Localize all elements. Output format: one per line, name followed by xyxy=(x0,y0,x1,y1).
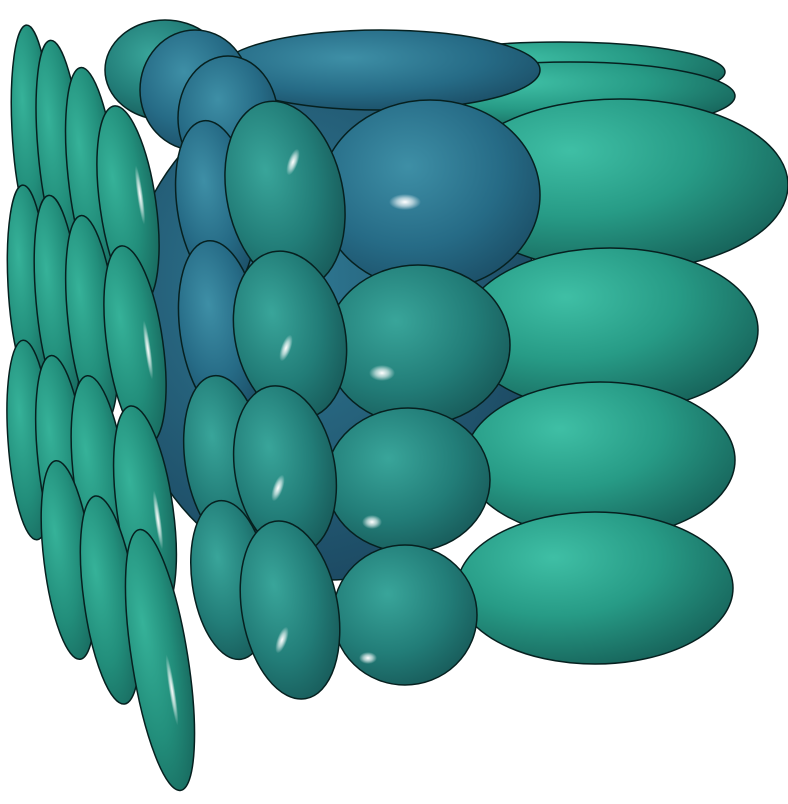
center-blob-4 xyxy=(332,544,478,686)
center-blob-1 xyxy=(319,99,541,291)
center-blob-3 xyxy=(325,407,491,553)
center-blob-2 xyxy=(325,264,511,426)
long-ellipsoid-back-rows xyxy=(219,29,736,131)
middle-back-ellipsoids xyxy=(104,19,279,181)
left-disc-highlights xyxy=(134,165,179,726)
middle-column-highlights xyxy=(271,148,300,654)
long-ellipsoid-row-4 xyxy=(456,511,734,665)
middle-column-ellipsoids xyxy=(174,100,348,700)
